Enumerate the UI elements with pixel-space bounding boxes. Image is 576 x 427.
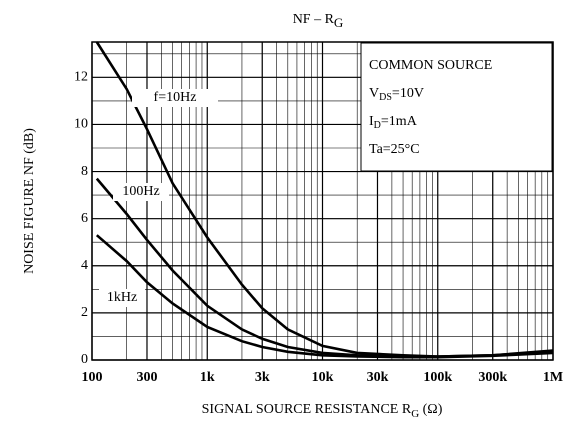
series-label: 1kHz	[107, 290, 137, 305]
y-tick-label: 6	[81, 211, 88, 226]
x-tick-label: 3k	[255, 370, 270, 385]
x-tick-label: 10k	[312, 370, 334, 385]
annotation: ID=1mA	[369, 114, 418, 131]
text-part: =10V	[392, 86, 424, 101]
annotation-box	[360, 42, 553, 172]
text-part: I	[369, 114, 374, 129]
chart-title: NF – RG	[293, 12, 344, 30]
y-tick-label: 4	[81, 258, 88, 273]
x-tick-label: 300k	[478, 370, 507, 385]
y-axis-label: NOISE FIGURE NF (dB)	[22, 128, 37, 274]
y-tick-label: 8	[81, 164, 88, 179]
text-part: DS	[379, 92, 392, 103]
text-part: =1mA	[381, 114, 418, 129]
text-part: Ta=25°C	[369, 142, 420, 157]
label-bg	[99, 289, 145, 307]
y-tick-label: 2	[81, 305, 88, 320]
plot-frame	[91, 41, 554, 361]
x-tick-label: 100	[82, 370, 103, 385]
text-part: (Ω)	[419, 402, 443, 417]
x-tick-label: 300	[136, 370, 157, 385]
series-label: 100Hz	[122, 184, 159, 199]
x-tick-label: 1M	[543, 370, 563, 385]
label-bg	[132, 89, 218, 107]
annotation: Ta=25°C	[369, 142, 420, 157]
y-tick-label: 10	[74, 117, 88, 132]
x-tick-label: 100k	[423, 370, 452, 385]
curve	[95, 177, 554, 358]
text-part: SIGNAL SOURCE RESISTANCE R	[202, 402, 412, 417]
text-part: COMMON SOURCE	[369, 58, 492, 73]
text-part: D	[374, 120, 381, 131]
y-tick-label: 12	[74, 70, 88, 85]
annotation: VDS=10V	[369, 86, 424, 103]
series-label: f=10Hz	[154, 90, 197, 105]
label-bg	[113, 183, 169, 201]
annotation: COMMON SOURCE	[369, 58, 492, 73]
x-axis-label: SIGNAL SOURCE RESISTANCE RG (Ω)	[202, 402, 443, 419]
text-part: V	[369, 86, 379, 101]
curve	[95, 234, 554, 359]
x-tick-label: 30k	[367, 370, 389, 385]
x-tick-label: 1k	[200, 370, 215, 385]
y-tick-label: 0	[81, 352, 88, 367]
text-part: G	[411, 408, 419, 420]
text-part: G	[334, 15, 343, 30]
text-part: NF – R	[293, 12, 335, 27]
